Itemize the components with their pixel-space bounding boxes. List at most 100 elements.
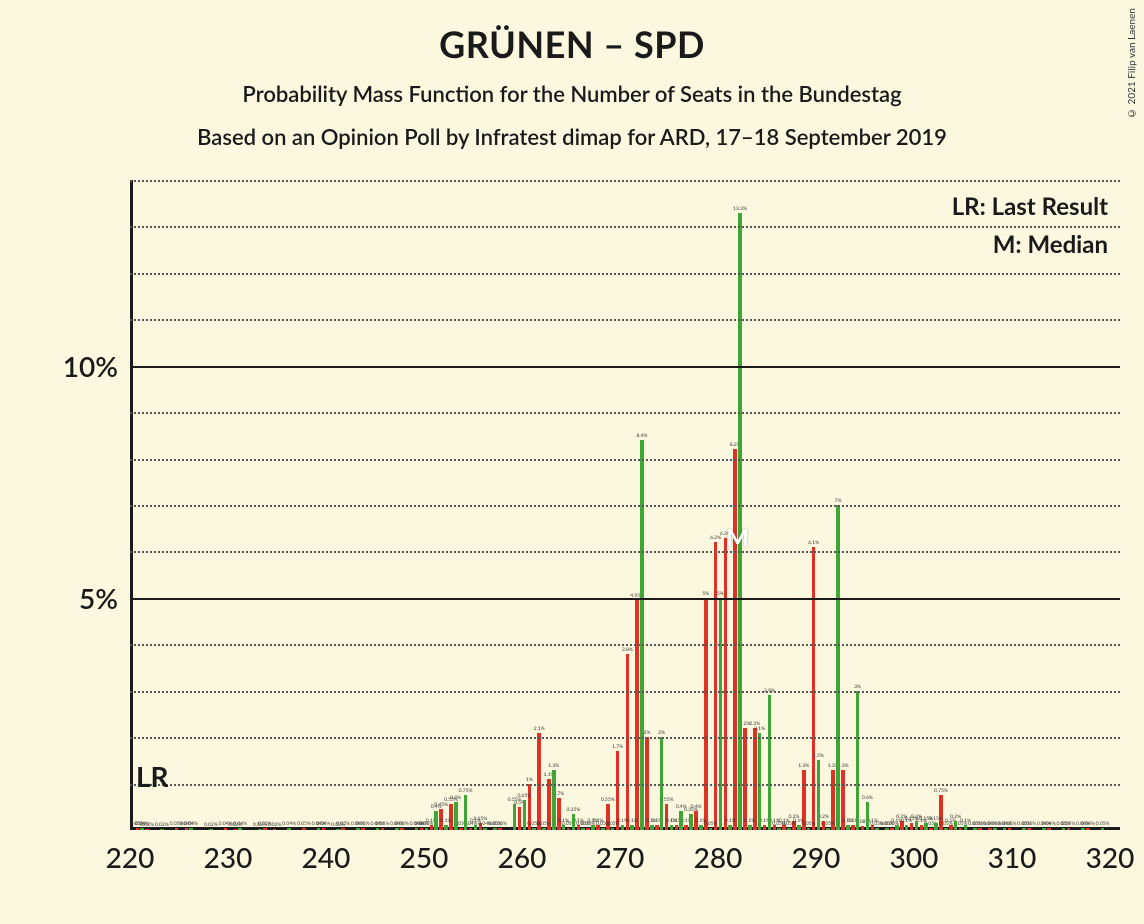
bar bbox=[591, 825, 595, 830]
y-axis-label: 5% bbox=[79, 581, 118, 615]
bar-value-label: 0.1% bbox=[744, 818, 755, 824]
bar bbox=[689, 814, 693, 830]
grid-minor-line bbox=[130, 784, 1120, 786]
bar bbox=[185, 828, 189, 830]
bar-value-label: 0.04% bbox=[282, 821, 296, 827]
bar bbox=[581, 828, 585, 830]
legend-m: M: Median bbox=[993, 230, 1108, 259]
bar bbox=[562, 825, 566, 830]
grid-minor-line bbox=[130, 226, 1120, 228]
bar bbox=[572, 814, 576, 830]
bar-value-label: 0.04% bbox=[998, 821, 1012, 827]
bar-value-label: 0.05% bbox=[1017, 821, 1031, 827]
bar bbox=[724, 538, 728, 831]
bar-value-label: 0.05% bbox=[537, 821, 551, 827]
bar bbox=[224, 828, 228, 830]
bar bbox=[273, 829, 277, 830]
bar bbox=[1101, 828, 1105, 830]
bar-value-label: 0.4% bbox=[431, 804, 442, 810]
bar bbox=[136, 828, 140, 830]
bar bbox=[420, 828, 424, 830]
bar bbox=[258, 829, 262, 830]
bar bbox=[890, 828, 894, 830]
x-axis-label: 230 bbox=[204, 840, 253, 874]
bar bbox=[537, 733, 541, 831]
bar bbox=[336, 829, 340, 830]
bar-value-label: 0.65% bbox=[517, 793, 531, 799]
bar bbox=[361, 828, 365, 830]
bar bbox=[826, 828, 830, 830]
bar bbox=[807, 828, 811, 830]
bar bbox=[934, 823, 938, 830]
bar-value-label: 0.35% bbox=[566, 807, 580, 813]
bar-value-label: 5% bbox=[702, 591, 709, 597]
bar-value-label: 0.04% bbox=[390, 821, 404, 827]
bar bbox=[856, 691, 860, 830]
bar bbox=[679, 811, 683, 830]
bar-value-label: 6.1% bbox=[808, 540, 819, 546]
copyright-text: © 2021 Filip van Laenen bbox=[1126, 8, 1138, 119]
grid-minor-line bbox=[130, 412, 1120, 414]
bar bbox=[640, 440, 644, 830]
bar-value-label: 0.1% bbox=[646, 818, 657, 824]
x-axis-label: 300 bbox=[890, 840, 939, 874]
bar-value-label: 0.04% bbox=[184, 821, 198, 827]
bar bbox=[626, 654, 630, 830]
bar bbox=[1047, 828, 1051, 830]
bar bbox=[611, 828, 615, 830]
bar bbox=[145, 829, 149, 830]
bar bbox=[954, 821, 958, 830]
bar bbox=[812, 547, 816, 830]
bar bbox=[885, 828, 889, 830]
bar bbox=[905, 825, 909, 830]
bar bbox=[395, 828, 399, 830]
bar-value-label: 0.02% bbox=[253, 822, 267, 828]
bar bbox=[444, 825, 448, 830]
bar bbox=[944, 828, 948, 830]
bar bbox=[719, 598, 723, 830]
bar bbox=[493, 828, 497, 830]
bar bbox=[381, 828, 385, 830]
chart-subtitle-2: Based on an Opinion Poll by Infratest di… bbox=[0, 107, 1144, 150]
bar bbox=[768, 695, 772, 830]
bar-value-label: 0.02% bbox=[155, 822, 169, 828]
bar bbox=[959, 828, 963, 830]
bar bbox=[665, 804, 669, 830]
x-axis-label: 250 bbox=[400, 840, 449, 874]
bar bbox=[400, 828, 404, 830]
bar bbox=[635, 600, 639, 830]
bar-value-label: 0.02% bbox=[331, 822, 345, 828]
bar bbox=[518, 807, 522, 830]
bar bbox=[189, 828, 193, 830]
bar bbox=[1003, 828, 1007, 830]
bar-value-label: 0.04% bbox=[1037, 821, 1051, 827]
bar bbox=[567, 828, 571, 830]
chart-subtitle-1: Probability Mass Function for the Number… bbox=[0, 66, 1144, 107]
bar-value-label: 2% bbox=[658, 730, 665, 736]
bar bbox=[929, 828, 933, 830]
bar bbox=[704, 598, 708, 830]
bar bbox=[1008, 828, 1012, 830]
grid-minor-line bbox=[130, 273, 1120, 275]
bar-value-label: 1.3% bbox=[798, 763, 809, 769]
bar-value-label: 0.02% bbox=[268, 822, 282, 828]
bar-value-label: 0.35% bbox=[684, 807, 698, 813]
bar bbox=[875, 828, 879, 830]
bar-value-label: 0.05% bbox=[802, 821, 816, 827]
bar-value-label: 0.05% bbox=[968, 821, 982, 827]
bar-value-label: 13.3% bbox=[733, 206, 747, 212]
bar bbox=[425, 828, 429, 830]
bar bbox=[376, 828, 380, 830]
bar-value-label: 0.04% bbox=[351, 821, 365, 827]
bar bbox=[748, 825, 752, 830]
bar-value-label: 0.02% bbox=[204, 822, 218, 828]
bar bbox=[978, 828, 982, 830]
x-axis-label: 320 bbox=[1086, 840, 1135, 874]
bar bbox=[532, 828, 536, 830]
bar-value-label: 0.05% bbox=[821, 821, 835, 827]
bar bbox=[464, 795, 468, 830]
bar bbox=[302, 828, 306, 830]
y-axis-label: 10% bbox=[63, 349, 118, 383]
bar bbox=[557, 798, 561, 831]
bar bbox=[601, 828, 605, 830]
